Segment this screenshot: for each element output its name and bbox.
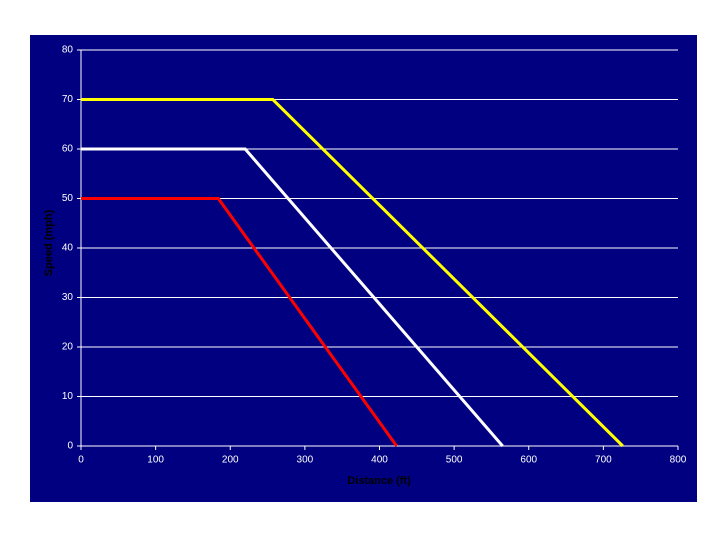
- y-tick-label: 40: [62, 243, 74, 254]
- x-axis-title: Distance (ft): [347, 475, 411, 487]
- series-line: [81, 147, 504, 447]
- y-tick-label: 50: [62, 193, 74, 204]
- x-tick-label: 0: [78, 455, 84, 466]
- y-tick-label: 10: [62, 391, 74, 402]
- y-tick-label: 0: [67, 441, 73, 452]
- x-tick-label: 700: [595, 455, 612, 466]
- x-tick-label: 600: [520, 455, 537, 466]
- series-line: [81, 197, 398, 447]
- series-line: [81, 98, 624, 448]
- chart-background: [30, 35, 697, 502]
- y-tick-label: 80: [62, 45, 74, 56]
- y-tick-label: 30: [62, 292, 74, 303]
- x-tick-label: 300: [297, 455, 314, 466]
- y-tick-label: 70: [62, 94, 74, 105]
- y-tick-label: 60: [62, 144, 74, 155]
- y-tick-label: 20: [62, 342, 74, 353]
- y-axis-title: Speed (mph): [43, 209, 55, 276]
- x-tick-label: 100: [147, 455, 164, 466]
- x-tick-label: 500: [446, 455, 463, 466]
- x-tick-label: 800: [670, 455, 687, 466]
- x-tick-label: 200: [222, 455, 239, 466]
- x-tick-label: 400: [371, 455, 388, 466]
